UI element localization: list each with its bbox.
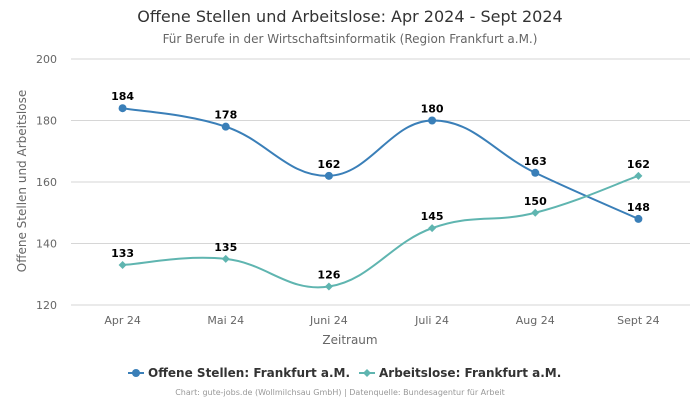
gridlines xyxy=(71,58,690,306)
data-label: 126 xyxy=(317,269,340,282)
series-1: 184 178 162 180 163 148 xyxy=(111,90,650,223)
data-point xyxy=(324,282,333,291)
legend-label: Arbeitslose: Frankfurt a.M. xyxy=(379,366,561,380)
data-label: 150 xyxy=(524,195,547,208)
x-axis-ticks: Apr 24 Mai 24 Juni 24 Juli 24 Aug 24 Sept 24 xyxy=(104,314,659,327)
data-label: 180 xyxy=(421,103,444,116)
data-point xyxy=(634,171,643,180)
data-label: 133 xyxy=(111,247,134,260)
data-label: 162 xyxy=(627,158,650,171)
legend-marker xyxy=(132,369,140,377)
data-point xyxy=(634,214,643,223)
y-tick-label: 200 xyxy=(36,53,57,66)
data-point xyxy=(324,171,333,180)
y-tick-label: 140 xyxy=(36,238,57,251)
y-tick-label: 120 xyxy=(36,299,57,312)
series-line xyxy=(122,107,639,220)
x-tick-label: Juli 24 xyxy=(414,314,449,327)
legend-item-1: Offene Stellen: Frankfurt a.M. xyxy=(128,366,350,380)
y-axis-label: Offene Stellen und Arbeitslose xyxy=(15,90,29,272)
data-point xyxy=(428,116,437,125)
series-line xyxy=(122,174,639,289)
legend-label: Offene Stellen: Frankfurt a.M. xyxy=(148,366,350,380)
data-label: 184 xyxy=(111,90,134,103)
x-tick-label: Mai 24 xyxy=(207,314,244,327)
data-point xyxy=(531,208,540,217)
x-tick-label: Apr 24 xyxy=(104,314,141,327)
data-point xyxy=(531,168,540,177)
chart-title: Offene Stellen und Arbeitslose: Apr 2024… xyxy=(137,7,562,26)
legend-marker xyxy=(363,369,371,377)
series-2: 133 135 126 145 150 162 xyxy=(111,158,650,291)
data-point xyxy=(428,224,437,233)
data-point xyxy=(118,104,127,113)
legend: Offene Stellen: Frankfurt a.M. Arbeitslos… xyxy=(128,366,561,380)
y-axis-ticks: 120 140 160 180 200 xyxy=(36,53,57,312)
data-point xyxy=(221,122,230,131)
x-tick-label: Sept 24 xyxy=(617,314,660,327)
data-label: 162 xyxy=(317,158,340,171)
data-label: 163 xyxy=(524,155,547,168)
x-tick-label: Aug 24 xyxy=(516,314,555,327)
data-label: 148 xyxy=(627,201,650,214)
data-point xyxy=(118,261,127,270)
data-label: 178 xyxy=(214,109,237,122)
x-axis-label: Zeitraum xyxy=(322,333,377,347)
chart-subtitle: Für Berufe in der Wirtschaftsinformatik … xyxy=(163,32,538,46)
data-label: 145 xyxy=(421,210,444,223)
x-tick-label: Juni 24 xyxy=(309,314,348,327)
data-label: 135 xyxy=(214,241,237,254)
chart-credit: Chart: gute-jobs.de (Wollmilchsau GmbH) … xyxy=(175,388,505,397)
legend-item-2: Arbeitslose: Frankfurt a.M. xyxy=(359,366,561,380)
y-tick-label: 160 xyxy=(36,176,57,189)
y-tick-label: 180 xyxy=(36,115,57,128)
series-layer: 184 178 162 180 163 148 133 135 126 145 150 162 xyxy=(111,90,650,291)
data-point xyxy=(221,254,230,263)
